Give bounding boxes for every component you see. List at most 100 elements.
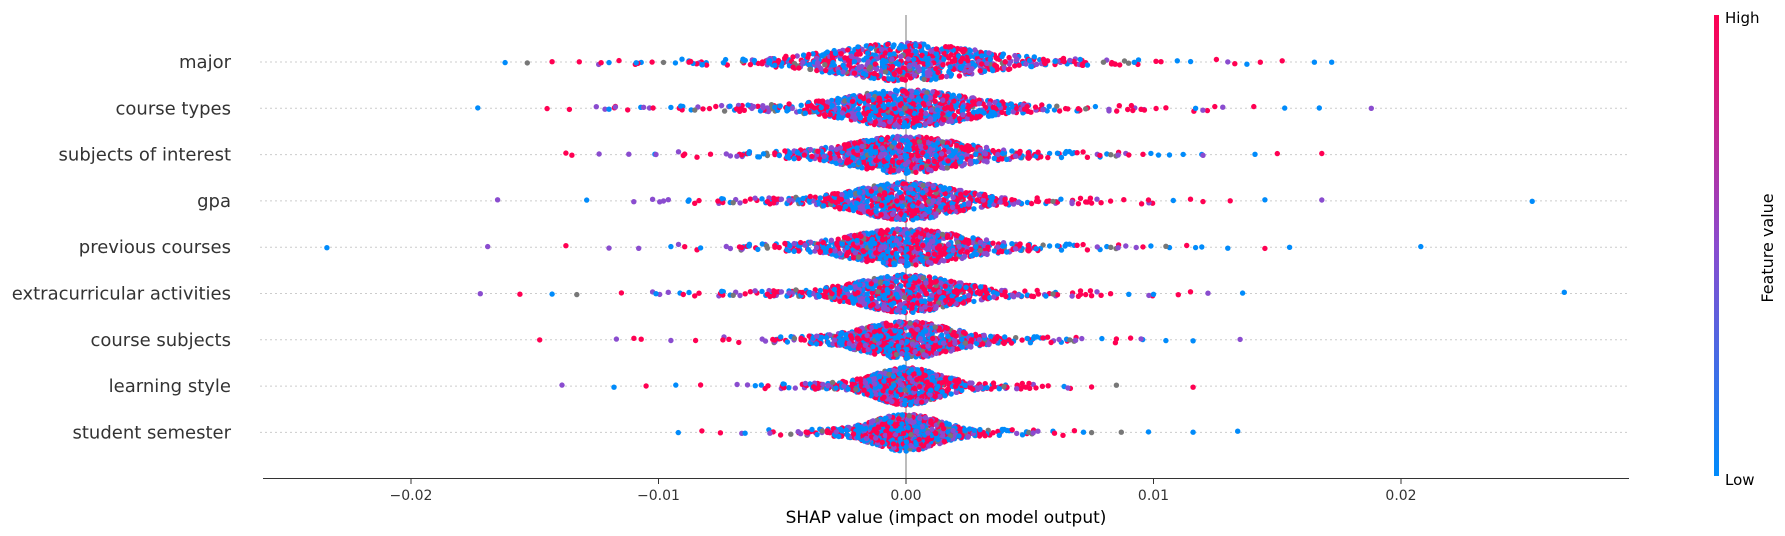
data-point xyxy=(919,213,925,220)
data-point xyxy=(953,104,959,110)
data-point xyxy=(827,155,834,161)
data-point xyxy=(890,167,897,173)
data-point xyxy=(843,234,849,241)
data-point xyxy=(877,246,883,253)
data-point xyxy=(1003,201,1009,207)
data-point xyxy=(1097,152,1103,159)
data-point xyxy=(878,46,885,53)
data-point xyxy=(1054,150,1061,156)
data-point xyxy=(800,195,806,202)
data-point xyxy=(817,195,823,201)
data-point xyxy=(740,56,746,62)
data-point xyxy=(660,59,667,66)
data-point xyxy=(990,67,996,74)
data-point xyxy=(925,166,932,173)
data-point xyxy=(1148,243,1154,249)
data-point xyxy=(890,211,896,217)
data-point xyxy=(897,154,904,160)
data-point xyxy=(665,197,671,203)
data-point xyxy=(1212,103,1218,110)
data-point xyxy=(1009,197,1015,203)
data-point xyxy=(801,152,807,158)
data-point xyxy=(894,214,900,221)
data-point xyxy=(911,56,917,63)
data-point xyxy=(699,61,705,68)
data-point xyxy=(697,245,704,251)
data-point xyxy=(840,69,846,75)
data-point xyxy=(1100,59,1107,65)
data-point xyxy=(905,48,912,54)
data-point xyxy=(602,106,608,112)
data-point xyxy=(694,154,700,160)
data-point xyxy=(878,212,884,218)
data-point xyxy=(877,108,884,114)
data-point xyxy=(946,55,952,61)
data-point xyxy=(884,248,891,255)
data-point xyxy=(942,105,948,112)
data-point xyxy=(883,255,889,261)
data-point xyxy=(1187,196,1194,202)
data-point xyxy=(986,50,992,56)
data-point xyxy=(880,167,887,173)
data-point xyxy=(826,196,832,202)
data-point xyxy=(1130,107,1136,114)
data-point xyxy=(742,198,748,204)
data-point xyxy=(772,104,778,110)
data-point xyxy=(746,243,752,249)
data-point xyxy=(945,149,952,155)
data-point xyxy=(911,116,917,122)
data-point xyxy=(827,69,833,76)
data-point xyxy=(921,61,927,67)
data-point xyxy=(897,95,904,102)
data-point xyxy=(864,50,871,56)
data-point xyxy=(839,241,845,247)
data-point xyxy=(939,231,946,238)
data-point xyxy=(977,247,983,254)
data-point xyxy=(810,51,816,57)
data-point xyxy=(1000,150,1006,157)
data-point xyxy=(814,60,821,66)
data-point xyxy=(772,150,778,156)
data-point xyxy=(1054,103,1060,109)
data-point xyxy=(737,292,743,299)
data-point xyxy=(1033,198,1040,204)
data-point xyxy=(865,93,871,99)
data-point xyxy=(1084,154,1091,160)
data-point xyxy=(921,76,927,83)
data-point xyxy=(904,254,910,260)
data-point xyxy=(882,244,888,250)
data-point xyxy=(675,149,682,155)
data-point xyxy=(1010,109,1016,115)
data-point xyxy=(999,156,1005,162)
data-point xyxy=(928,214,934,220)
data-point xyxy=(755,246,761,253)
data-point xyxy=(868,45,874,51)
data-point xyxy=(926,101,932,107)
data-point xyxy=(1316,105,1323,111)
data-point xyxy=(815,148,821,154)
data-point xyxy=(1252,151,1258,157)
data-point xyxy=(806,51,812,58)
data-point xyxy=(832,50,839,56)
data-point xyxy=(715,198,721,204)
data-point xyxy=(890,44,896,50)
data-point xyxy=(906,63,912,70)
data-point xyxy=(1232,61,1238,67)
data-point xyxy=(944,232,951,239)
data-point xyxy=(593,104,599,110)
data-point xyxy=(1262,245,1268,252)
data-point xyxy=(880,91,887,98)
data-point xyxy=(721,108,728,114)
data-point xyxy=(1114,108,1120,114)
data-point xyxy=(1058,154,1065,161)
data-point xyxy=(988,110,994,116)
data-point xyxy=(1121,58,1128,64)
data-point xyxy=(1200,198,1206,205)
data-point xyxy=(855,254,862,260)
data-point xyxy=(889,65,895,71)
data-point xyxy=(882,50,888,56)
data-point xyxy=(913,262,919,268)
data-point xyxy=(1094,244,1101,250)
data-point xyxy=(1080,241,1086,248)
data-point xyxy=(952,148,958,154)
